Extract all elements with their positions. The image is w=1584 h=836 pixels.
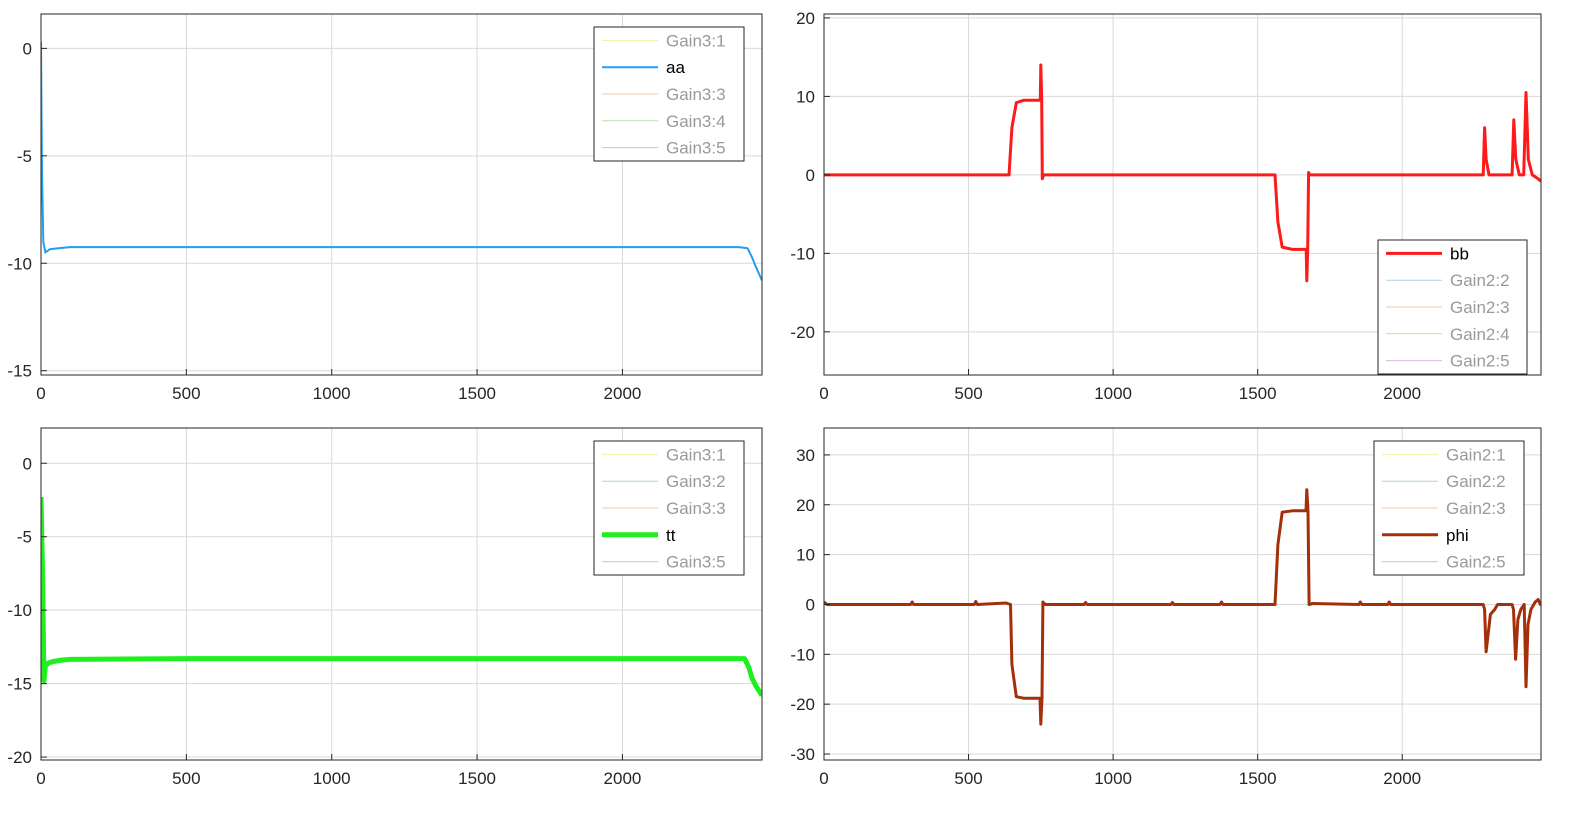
x-tick-label: 2000 — [1383, 769, 1421, 788]
legend-entry-Gain2:4[interactable]: Gain2:4 — [1450, 325, 1510, 344]
series-line-tt — [41, 496, 762, 697]
axes-box — [40, 427, 763, 761]
subplot-tt: 0 500 1000 1500 20000-5-10-15-20Gain3:1Gain3… — [7, 427, 763, 788]
y-tick-label: -30 — [790, 745, 815, 764]
series-line-aa — [41, 41, 762, 281]
x-tick-label: 1500 — [1239, 769, 1277, 788]
y-tick-label: -15 — [7, 362, 32, 381]
legend[interactable]: Gain3:1 Gain3:2 Gain3:3 tt Gain3:5 — [593, 440, 745, 576]
x-tick-label: 500 — [172, 769, 200, 788]
x-tick-label: 500 — [954, 769, 982, 788]
legend-entry-Gain2:3[interactable]: Gain2:3 — [1450, 298, 1510, 317]
y-tick-label: -5 — [17, 147, 32, 166]
x-tick-label: 500 — [954, 384, 982, 403]
legend-entry-Gain3:3[interactable]: Gain3:3 — [666, 85, 726, 104]
y-tick-label: -20 — [790, 695, 815, 714]
legend-entry-Gain3:2[interactable]: Gain3:2 — [666, 472, 726, 491]
legend[interactable]: Gain3:1 aa Gain3:3 Gain3:4 Gain3:5 — [593, 26, 745, 162]
x-tick-label: 0 — [36, 384, 45, 403]
legend-entry-Gain2:1[interactable]: Gain2:1 — [1446, 445, 1506, 464]
y-tick-label: 20 — [796, 496, 815, 515]
x-tick-label: 1000 — [1094, 769, 1132, 788]
series-line-phi — [824, 488, 1541, 726]
y-tick-label: -15 — [7, 675, 32, 694]
x-tick-label: 1500 — [458, 769, 496, 788]
x-tick-label: 0 — [36, 769, 45, 788]
y-tick-label: 10 — [796, 546, 815, 565]
y-tick-label: -5 — [17, 528, 32, 547]
y-tick-label: 20 — [796, 9, 815, 28]
legend-entry-bb[interactable]: bb — [1450, 244, 1469, 263]
subplot-aa: 0 500 1000 1500 20000-5-10-15Gain3:1aaGain3:… — [7, 13, 763, 403]
legend-entry-aa[interactable]: aa — [666, 58, 685, 77]
y-tick-label: -10 — [790, 244, 815, 263]
y-tick-label: -10 — [7, 601, 32, 620]
legend-entry-phi[interactable]: phi — [1446, 526, 1469, 545]
x-tick-label: 2000 — [604, 384, 642, 403]
x-tick-label: 2000 — [604, 769, 642, 788]
subplot-bb: 0 500 1000 1500 2000 20 10 0 -10 -20 bb Gain2:2 Gain… — [790, 9, 1542, 403]
legend-entry-Gain2:3[interactable]: Gain2:3 — [1446, 499, 1506, 518]
y-tick-label: -10 — [790, 645, 815, 664]
x-tick-label: 1000 — [1094, 384, 1132, 403]
legend-entry-Gain2:2[interactable]: Gain2:2 — [1450, 271, 1510, 290]
legend-entry-tt[interactable]: tt — [666, 526, 676, 545]
x-tick-label: 1500 — [1239, 384, 1277, 403]
subplot-phi: 0 500 1000 1500 20003020100-10-20-30Gain2:1G… — [790, 427, 1542, 788]
x-tick-label: 2000 — [1383, 384, 1421, 403]
legend-entry-Gain3:1[interactable]: Gain3:1 — [666, 445, 726, 464]
axes-box — [823, 427, 1542, 761]
y-tick-label: -20 — [7, 748, 32, 767]
legend-entry-Gain2:2[interactable]: Gain2:2 — [1446, 472, 1506, 491]
axes-box — [823, 13, 1542, 376]
legend-entry-Gain3:3[interactable]: Gain3:3 — [666, 499, 726, 518]
legend[interactable]: Gain2:1 Gain2:2 Gain2:3 phi Gain2:5 — [1373, 440, 1525, 576]
legend-entry-Gain3:1[interactable]: Gain3:1 — [666, 31, 726, 50]
legend-entry-Gain3:5[interactable]: Gain3:5 — [666, 553, 726, 572]
y-tick-label: -10 — [7, 254, 32, 273]
x-tick-label: 0 — [819, 769, 828, 788]
y-tick-label: 0 — [23, 454, 32, 473]
y-tick-label: 30 — [796, 446, 815, 465]
x-tick-label: 0 — [819, 384, 828, 403]
x-tick-label: 500 — [172, 384, 200, 403]
x-tick-label: 1000 — [313, 769, 351, 788]
legend-entry-Gain2:5[interactable]: Gain2:5 — [1450, 352, 1510, 371]
x-tick-label: 1500 — [458, 384, 496, 403]
y-tick-label: -20 — [790, 323, 815, 342]
x-tick-label: 1000 — [313, 384, 351, 403]
series-line-bb — [824, 63, 1541, 283]
legend-entry-Gain3:4[interactable]: Gain3:4 — [666, 112, 726, 131]
legend-entry-Gain3:5[interactable]: Gain3:5 — [666, 139, 726, 158]
legend[interactable]: bb Gain2:2 Gain2:3 Gain2:4 Gain2:5 — [1377, 239, 1528, 375]
y-tick-label: 10 — [796, 87, 815, 106]
axes-box — [40, 13, 763, 376]
y-tick-label: 0 — [806, 166, 815, 185]
y-tick-label: 0 — [806, 595, 815, 614]
y-tick-label: 0 — [23, 39, 32, 58]
legend-entry-Gain2:5[interactable]: Gain2:5 — [1446, 553, 1506, 572]
